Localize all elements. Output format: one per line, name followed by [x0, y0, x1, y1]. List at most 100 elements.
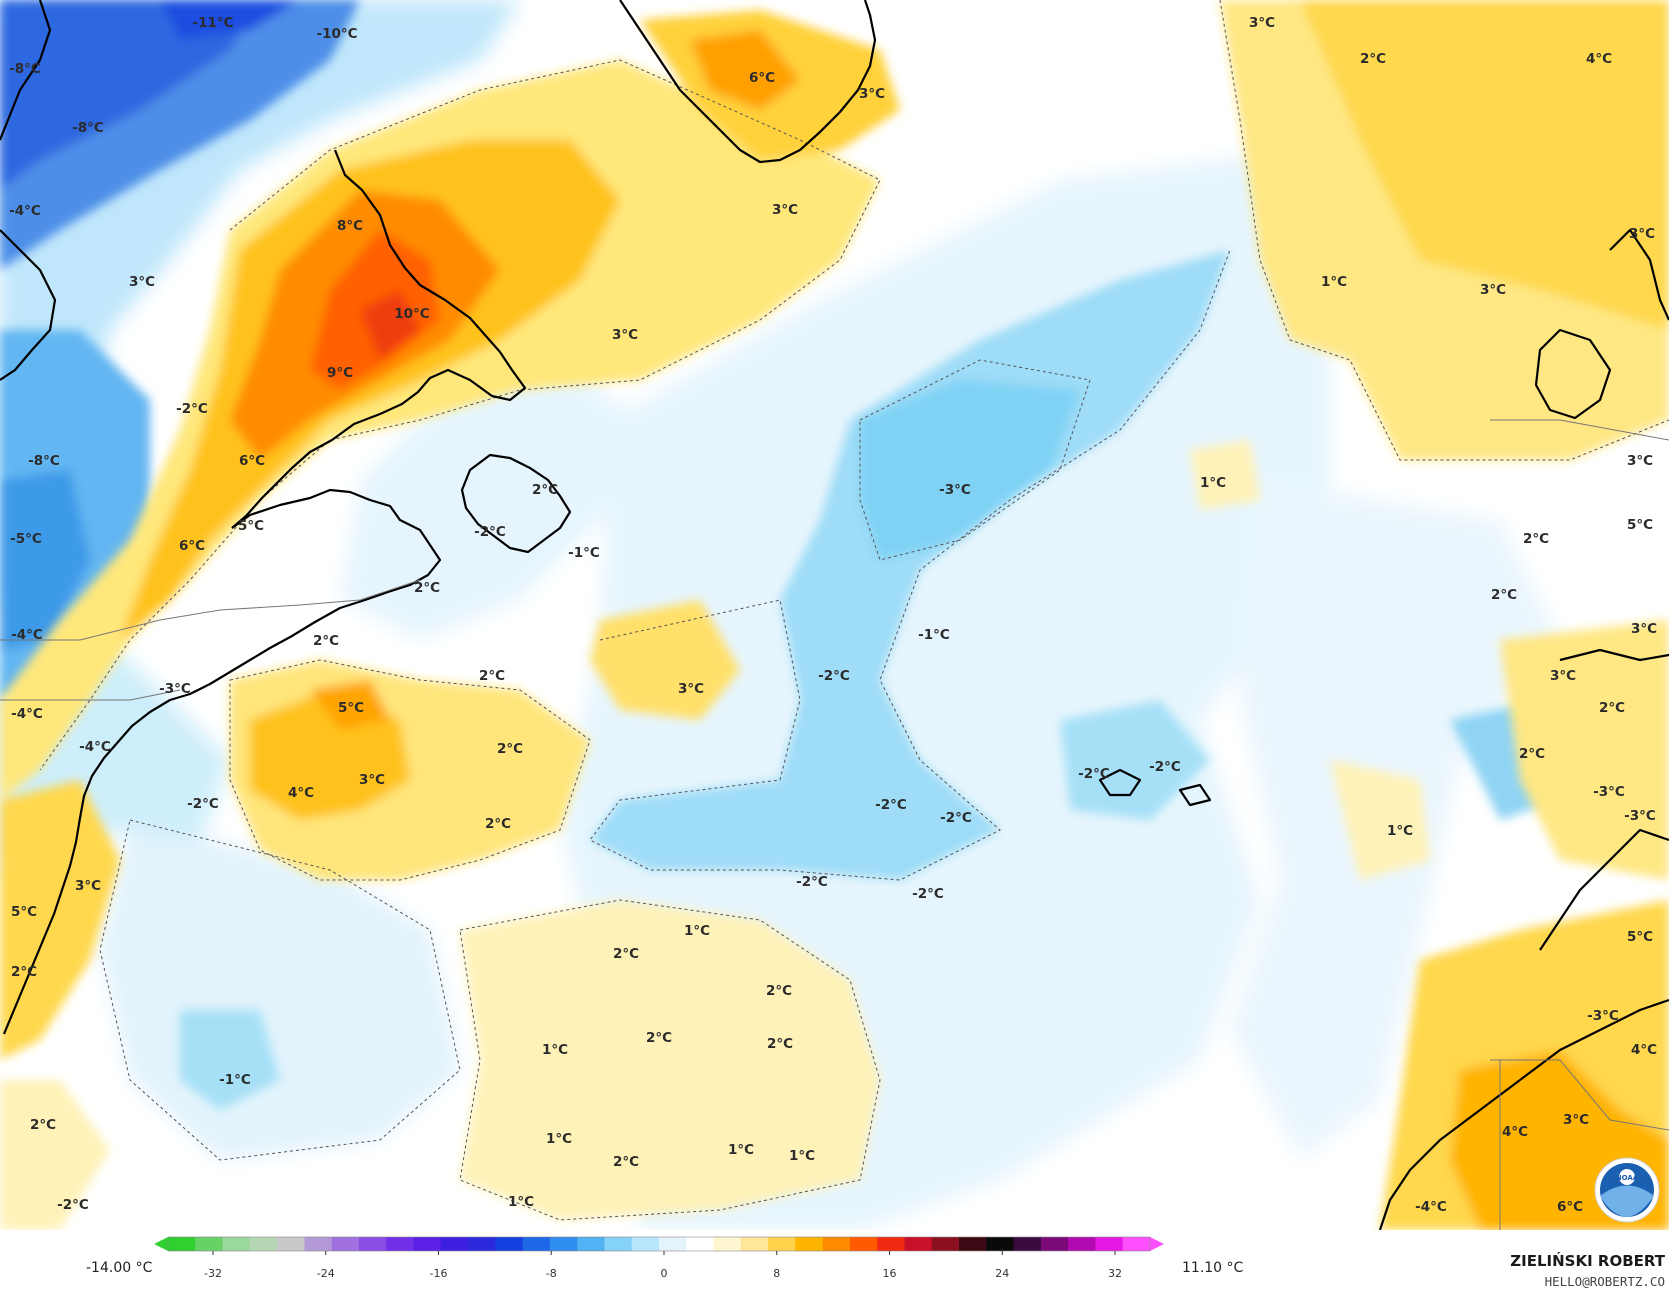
colorbar-cell — [386, 1237, 415, 1251]
colorbar-ticks: -32 -24 -16 -8 0 8 16 24 32 — [204, 1251, 1122, 1280]
temperature-label: -3°C — [939, 482, 971, 498]
temperature-label: 3°C — [1550, 668, 1576, 684]
colorbar-cell — [986, 1237, 1015, 1251]
temperature-label: 2°C — [767, 1036, 793, 1052]
temperature-label: 2°C — [766, 983, 792, 999]
temperature-label: 3°C — [678, 681, 704, 697]
temperature-label: -2°C — [1149, 759, 1181, 775]
borders — [0, 419, 1669, 1230]
colorbar-cell — [631, 1237, 660, 1251]
temperature-label: 5°C — [238, 518, 264, 534]
temperature-label: 6°C — [239, 453, 265, 469]
temperature-label: 3°C — [359, 772, 385, 788]
temperature-label: -2°C — [818, 668, 850, 684]
colorbar-cell — [795, 1237, 824, 1251]
temperature-label: 1°C — [728, 1142, 754, 1158]
colorbar-cell — [768, 1237, 796, 1251]
temperature-label: -2°C — [474, 524, 506, 540]
temperature-label: 4°C — [1502, 1124, 1528, 1140]
colorbar-cell — [331, 1237, 360, 1251]
colorbar-cell — [1095, 1237, 1124, 1251]
noaa-logo-text: NOAA — [1616, 1174, 1639, 1182]
temperature-label: 2°C — [11, 964, 37, 980]
temperature-label: -4°C — [11, 706, 43, 722]
temperature-label: 2°C — [646, 1030, 672, 1046]
temperature-label: -1°C — [568, 545, 600, 561]
temperature-label: -5°C — [10, 531, 42, 547]
colorbar-cell — [413, 1237, 442, 1251]
colorbar-tick-label: 16 — [883, 1267, 897, 1280]
temperature-label: 3°C — [1629, 226, 1655, 242]
colorbar-tick-label: 32 — [1108, 1267, 1122, 1280]
temperature-label: -4°C — [9, 203, 41, 219]
temperature-label: 4°C — [288, 785, 314, 801]
temperature-label: 2°C — [613, 946, 639, 962]
temperature-label: 2°C — [485, 816, 511, 832]
temperature-label: 2°C — [532, 482, 558, 498]
colorbar-cell — [604, 1237, 633, 1251]
temperature-label: 6°C — [749, 70, 775, 86]
temperature-label: -8°C — [72, 120, 104, 136]
temperature-label: -1°C — [918, 627, 950, 643]
temperature-label: -2°C — [187, 796, 219, 812]
temperature-label: -2°C — [1078, 766, 1110, 782]
temperature-label: 1°C — [542, 1042, 568, 1058]
colorbar-cell — [249, 1237, 278, 1251]
colorbar-max-label: 11.10 °C — [1182, 1260, 1244, 1276]
colorbar-frame — [167, 1236, 1151, 1252]
colorbar-cell — [849, 1237, 878, 1251]
temperature-label: 2°C — [1360, 51, 1386, 67]
temperature-label: -1°C — [219, 1072, 251, 1088]
colorbar-cell — [222, 1237, 251, 1251]
temperature-label: 2°C — [1523, 531, 1549, 547]
temperature-label: 2°C — [30, 1117, 56, 1133]
temperature-label: 1°C — [1387, 823, 1413, 839]
warm-anomaly-areas — [0, 0, 1669, 1230]
temperature-label: 3°C — [772, 202, 798, 218]
colorbar-cell — [195, 1237, 224, 1251]
colorbar-cell — [686, 1237, 715, 1251]
colorbar-cell — [358, 1237, 387, 1251]
colorbar-cell — [522, 1237, 551, 1251]
colorbar-cell — [1013, 1237, 1042, 1251]
colorbar-cell — [904, 1237, 933, 1251]
temperature-label: 5°C — [11, 904, 37, 920]
temperature-label: -2°C — [57, 1197, 89, 1213]
temperature-label: 1°C — [546, 1131, 572, 1147]
colorbar-tick-label: -16 — [430, 1267, 448, 1280]
temperature-label: -8°C — [28, 453, 60, 469]
author-email: HELLO@ROBERTZ.CO — [1544, 1274, 1665, 1289]
temperature-label: -2°C — [940, 810, 972, 826]
colorbar-cell — [1068, 1237, 1097, 1251]
temperature-label: 4°C — [1586, 51, 1612, 67]
temperature-label: 1°C — [1200, 475, 1226, 491]
temperature-label: 6°C — [1557, 1199, 1583, 1215]
colorbar-cell — [304, 1237, 333, 1251]
colorbar-tick-label: -32 — [204, 1267, 222, 1280]
colorbar-cell — [468, 1237, 496, 1251]
temperature-label: 5°C — [338, 700, 364, 716]
colorbar: -32 -24 -16 -8 0 8 16 24 32 — [154, 1236, 1164, 1280]
temperature-labels: -11°C -10°C -8°C -8°C -4°C 3°C -2°C -8°C 6°C -5°C… — [9, 15, 1657, 1215]
temperature-label: 1°C — [684, 923, 710, 939]
temperature-label: 1°C — [508, 1194, 534, 1210]
temperature-label: -3°C — [1593, 784, 1625, 800]
colorbar-tick-label: 8 — [773, 1267, 780, 1280]
temperature-label: 3°C — [129, 274, 155, 290]
temperature-label: -10°C — [316, 26, 357, 42]
colorbar-cell — [549, 1237, 578, 1251]
contour-lines — [39, 0, 1669, 1221]
colorbar-tick-label: 0 — [661, 1267, 668, 1280]
temperature-label: 1°C — [1321, 274, 1347, 290]
temperature-label: -11°C — [192, 15, 233, 31]
temperature-label: 3°C — [1480, 282, 1506, 298]
temperature-anomaly-map: -11°C -10°C -8°C -8°C -4°C 3°C -2°C -8°C 6°C -5°C… — [0, 0, 1669, 1230]
colorbar-cell — [168, 1237, 196, 1251]
noaa-logo: NOAA — [1594, 1157, 1660, 1223]
temperature-label: -2°C — [875, 797, 907, 813]
colorbar-cell — [931, 1237, 960, 1251]
colorbar-cell — [1122, 1237, 1151, 1251]
legend-bar: -32 -24 -16 -8 0 8 16 24 32 -14.00 °C 11.10 °C Z… — [0, 1230, 1669, 1289]
temperature-label: 3°C — [1627, 453, 1653, 469]
temperature-label: 10°C — [394, 306, 430, 322]
